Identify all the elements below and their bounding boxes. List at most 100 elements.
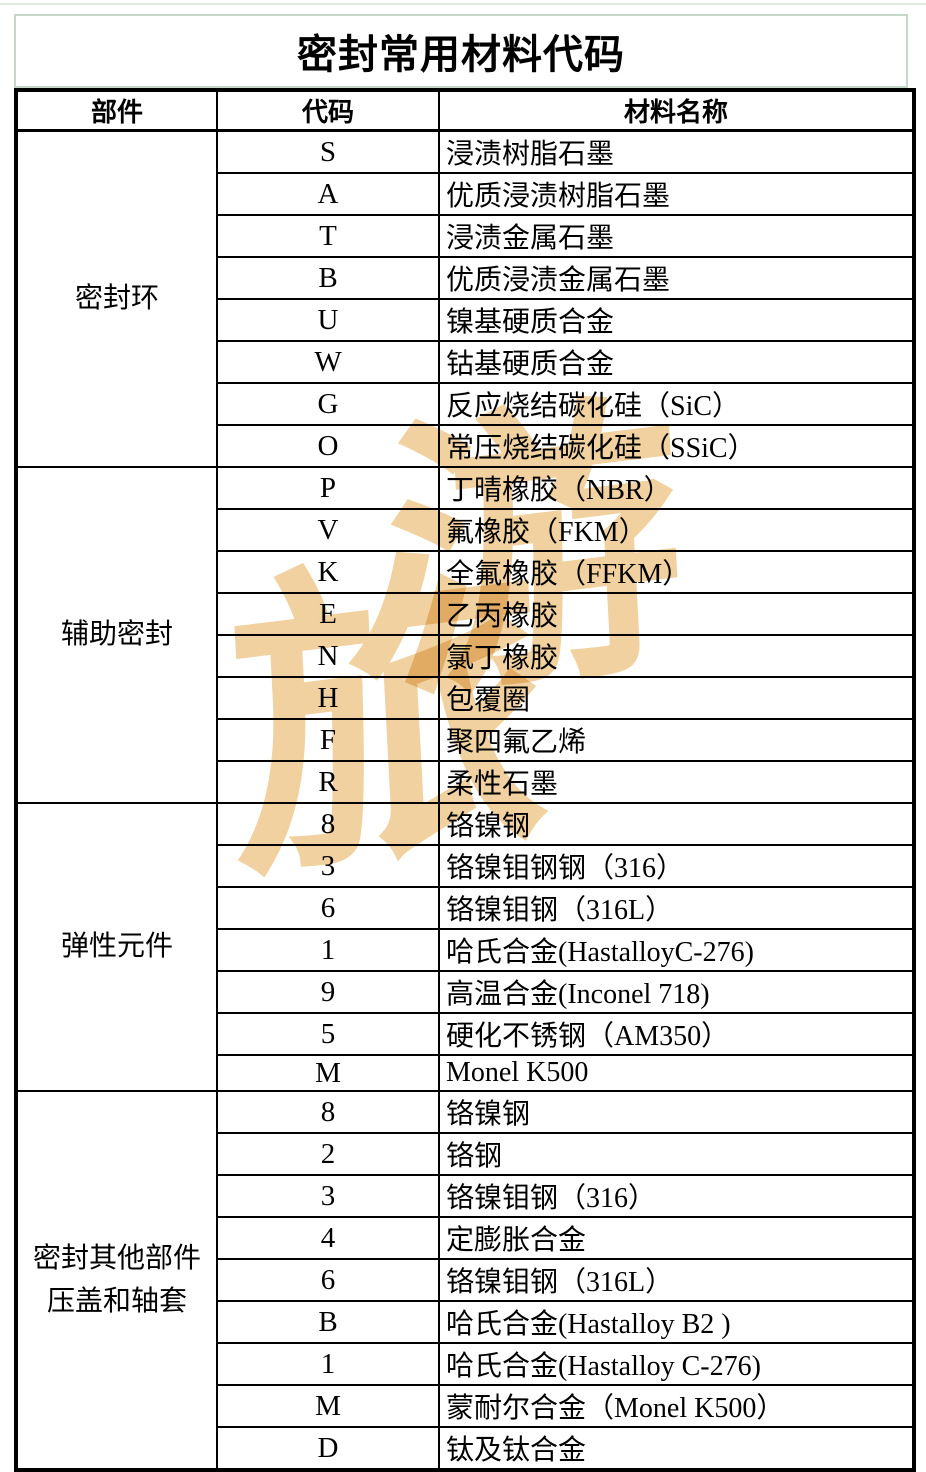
code-cell: R xyxy=(216,760,440,804)
code-cell: M xyxy=(216,1384,440,1428)
code-cell: S xyxy=(216,129,440,174)
material-cell: 蒙耐尔合金（Monel K500） xyxy=(438,1384,915,1428)
material-cell: 镍基硬质合金 xyxy=(438,298,915,342)
part-cell: 弹性元件 xyxy=(15,802,218,1092)
code-cell: 6 xyxy=(216,1258,440,1302)
material-cell: 聚四氟乙烯 xyxy=(438,718,915,762)
code-cell: B xyxy=(216,1300,440,1344)
table-row: 6 铬镍钼钢（316L） xyxy=(16,886,915,930)
table-row: 3 铬镍钼钢钢（316） xyxy=(16,844,915,888)
material-cell: 钛及钛合金 xyxy=(438,1426,915,1471)
material-cell: 钴基硬质合金 xyxy=(438,340,915,384)
code-cell: 1 xyxy=(216,928,440,972)
table-row: 弹性元件 8 铬镍钢 xyxy=(15,802,915,1092)
code-cell: 8 xyxy=(216,1090,440,1134)
table-header-row: 部件 代码 材料名称 xyxy=(15,89,915,132)
part-cell: 密封环 xyxy=(15,129,218,468)
table-row: O 常压烧结碳化硅（SSiC） xyxy=(16,424,915,468)
table-row: B 优质浸渍金属石墨 xyxy=(16,256,915,300)
table-row: 2 铬钢 xyxy=(16,1132,915,1176)
table-row: U 镍基硬质合金 xyxy=(16,298,915,342)
code-cell: K xyxy=(216,550,440,594)
material-cell: 包覆圈 xyxy=(438,676,915,720)
table-row: 密封其他部件 压盖和轴套 8 铬镍钢 xyxy=(15,1090,915,1471)
material-cell: 铬镍钼钢钢（316） xyxy=(438,844,915,888)
table-row: M Monel K500 xyxy=(16,1054,915,1092)
code-cell: W xyxy=(216,340,440,384)
material-cell: 铬镍钼钢（316L） xyxy=(438,886,915,930)
table-row: R 柔性石墨 xyxy=(16,760,915,804)
table-row: V 氟橡胶（FKM） xyxy=(16,508,915,552)
code-cell: M xyxy=(216,1054,440,1092)
code-cell: F xyxy=(216,718,440,762)
code-cell: 2 xyxy=(216,1132,440,1176)
material-cell: 氯丁橡胶 xyxy=(438,634,915,678)
part-cell: 辅助密封 xyxy=(15,466,218,804)
material-cell: 高温合金(Inconel 718) xyxy=(438,970,915,1014)
material-cell: Monel K500 xyxy=(438,1054,915,1092)
material-cell: 浸渍金属石墨 xyxy=(438,214,915,258)
material-cell: 反应烧结碳化硅（SiC） xyxy=(438,382,915,426)
table-row: 辅助密封 P 丁晴橡胶（NBR） xyxy=(15,466,915,804)
material-cell: 浸渍树脂石墨 xyxy=(438,129,915,174)
code-cell: 8 xyxy=(216,802,440,846)
code-cell: D xyxy=(216,1426,440,1471)
table-row: 3 铬镍钼钢（316） xyxy=(16,1174,915,1218)
code-cell: P xyxy=(216,466,440,510)
code-cell: V xyxy=(216,508,440,552)
material-cell: 铬镍钼钢（316） xyxy=(438,1174,915,1218)
materials-table-body: 密封环 S 浸渍树脂石墨 A 优质浸渍树脂石墨 T 浸渍金属石墨 B 优质浸渍金属石墨 U 镍基硬质… xyxy=(15,129,915,1471)
part-cell: 密封其他部件 压盖和轴套 xyxy=(15,1090,218,1471)
material-cell: 定膨胀合金 xyxy=(438,1216,915,1260)
column-header-part: 部件 xyxy=(15,89,218,132)
table-row: 密封环 S 浸渍树脂石墨 xyxy=(15,129,915,468)
code-cell: 3 xyxy=(216,844,440,888)
table-row: G 反应烧结碳化硅（SiC） xyxy=(16,382,915,426)
material-cell: 常压烧结碳化硅（SSiC） xyxy=(438,424,915,468)
material-cell: 丁晴橡胶（NBR） xyxy=(438,466,915,510)
code-cell: H xyxy=(216,676,440,720)
code-cell: 6 xyxy=(216,886,440,930)
table-row: A 优质浸渍树脂石墨 xyxy=(16,172,915,216)
material-cell: 氟橡胶（FKM） xyxy=(438,508,915,552)
material-cell: 铬镍钢 xyxy=(438,1090,915,1134)
table-row: F 聚四氟乙烯 xyxy=(16,718,915,762)
table-row: T 浸渍金属石墨 xyxy=(16,214,915,258)
table-row: N 氯丁橡胶 xyxy=(16,634,915,678)
column-header-code: 代码 xyxy=(216,89,440,132)
material-cell: 哈氏合金(HastalloyC-276) xyxy=(438,928,915,972)
material-cell: 铬钢 xyxy=(438,1132,915,1176)
column-header-material: 材料名称 xyxy=(438,89,915,132)
page-title: 密封常用材料代码 xyxy=(297,32,625,77)
material-cell: 柔性石墨 xyxy=(438,760,915,804)
material-cell: 全氟橡胶（FFKM） xyxy=(438,550,915,594)
table-row: K 全氟橡胶（FFKM） xyxy=(16,550,915,594)
material-cell: 优质浸渍树脂石墨 xyxy=(438,172,915,216)
material-cell: 硬化不锈钢（AM350） xyxy=(438,1012,915,1056)
code-cell: U xyxy=(216,298,440,342)
table-row: 9 高温合金(Inconel 718) xyxy=(16,970,915,1014)
material-cell: 优质浸渍金属石墨 xyxy=(438,256,915,300)
table-row: E 乙丙橡胶 xyxy=(16,592,915,636)
title-box: 密封常用材料代码 xyxy=(14,14,908,88)
code-cell: O xyxy=(216,424,440,468)
table-row: 1 哈氏合金(HastalloyC-276) xyxy=(16,928,915,972)
table-row: 4 定膨胀合金 xyxy=(16,1216,915,1260)
table-row: 5 硬化不锈钢（AM350） xyxy=(16,1012,915,1056)
table-row: H 包覆圈 xyxy=(16,676,915,720)
material-cell: 铬镍钼钢（316L） xyxy=(438,1258,915,1302)
code-cell: A xyxy=(216,172,440,216)
code-cell: T xyxy=(216,214,440,258)
material-cell: 哈氏合金(Hastalloy C-276) xyxy=(438,1342,915,1386)
top-edge-line xyxy=(0,3,926,5)
code-cell: 1 xyxy=(216,1342,440,1386)
code-cell: 4 xyxy=(216,1216,440,1260)
material-cell: 哈氏合金(Hastalloy B2 ) xyxy=(438,1300,915,1344)
materials-table: 部件 代码 材料名称 密封环 S 浸渍树脂石墨 A 优质浸渍树脂石墨 T 浸渍金属石墨 B 优质… xyxy=(14,88,916,1472)
code-cell: B xyxy=(216,256,440,300)
code-cell: N xyxy=(216,634,440,678)
material-cell: 铬镍钢 xyxy=(438,802,915,846)
code-cell: 3 xyxy=(216,1174,440,1218)
code-cell: 5 xyxy=(216,1012,440,1056)
code-cell: G xyxy=(216,382,440,426)
